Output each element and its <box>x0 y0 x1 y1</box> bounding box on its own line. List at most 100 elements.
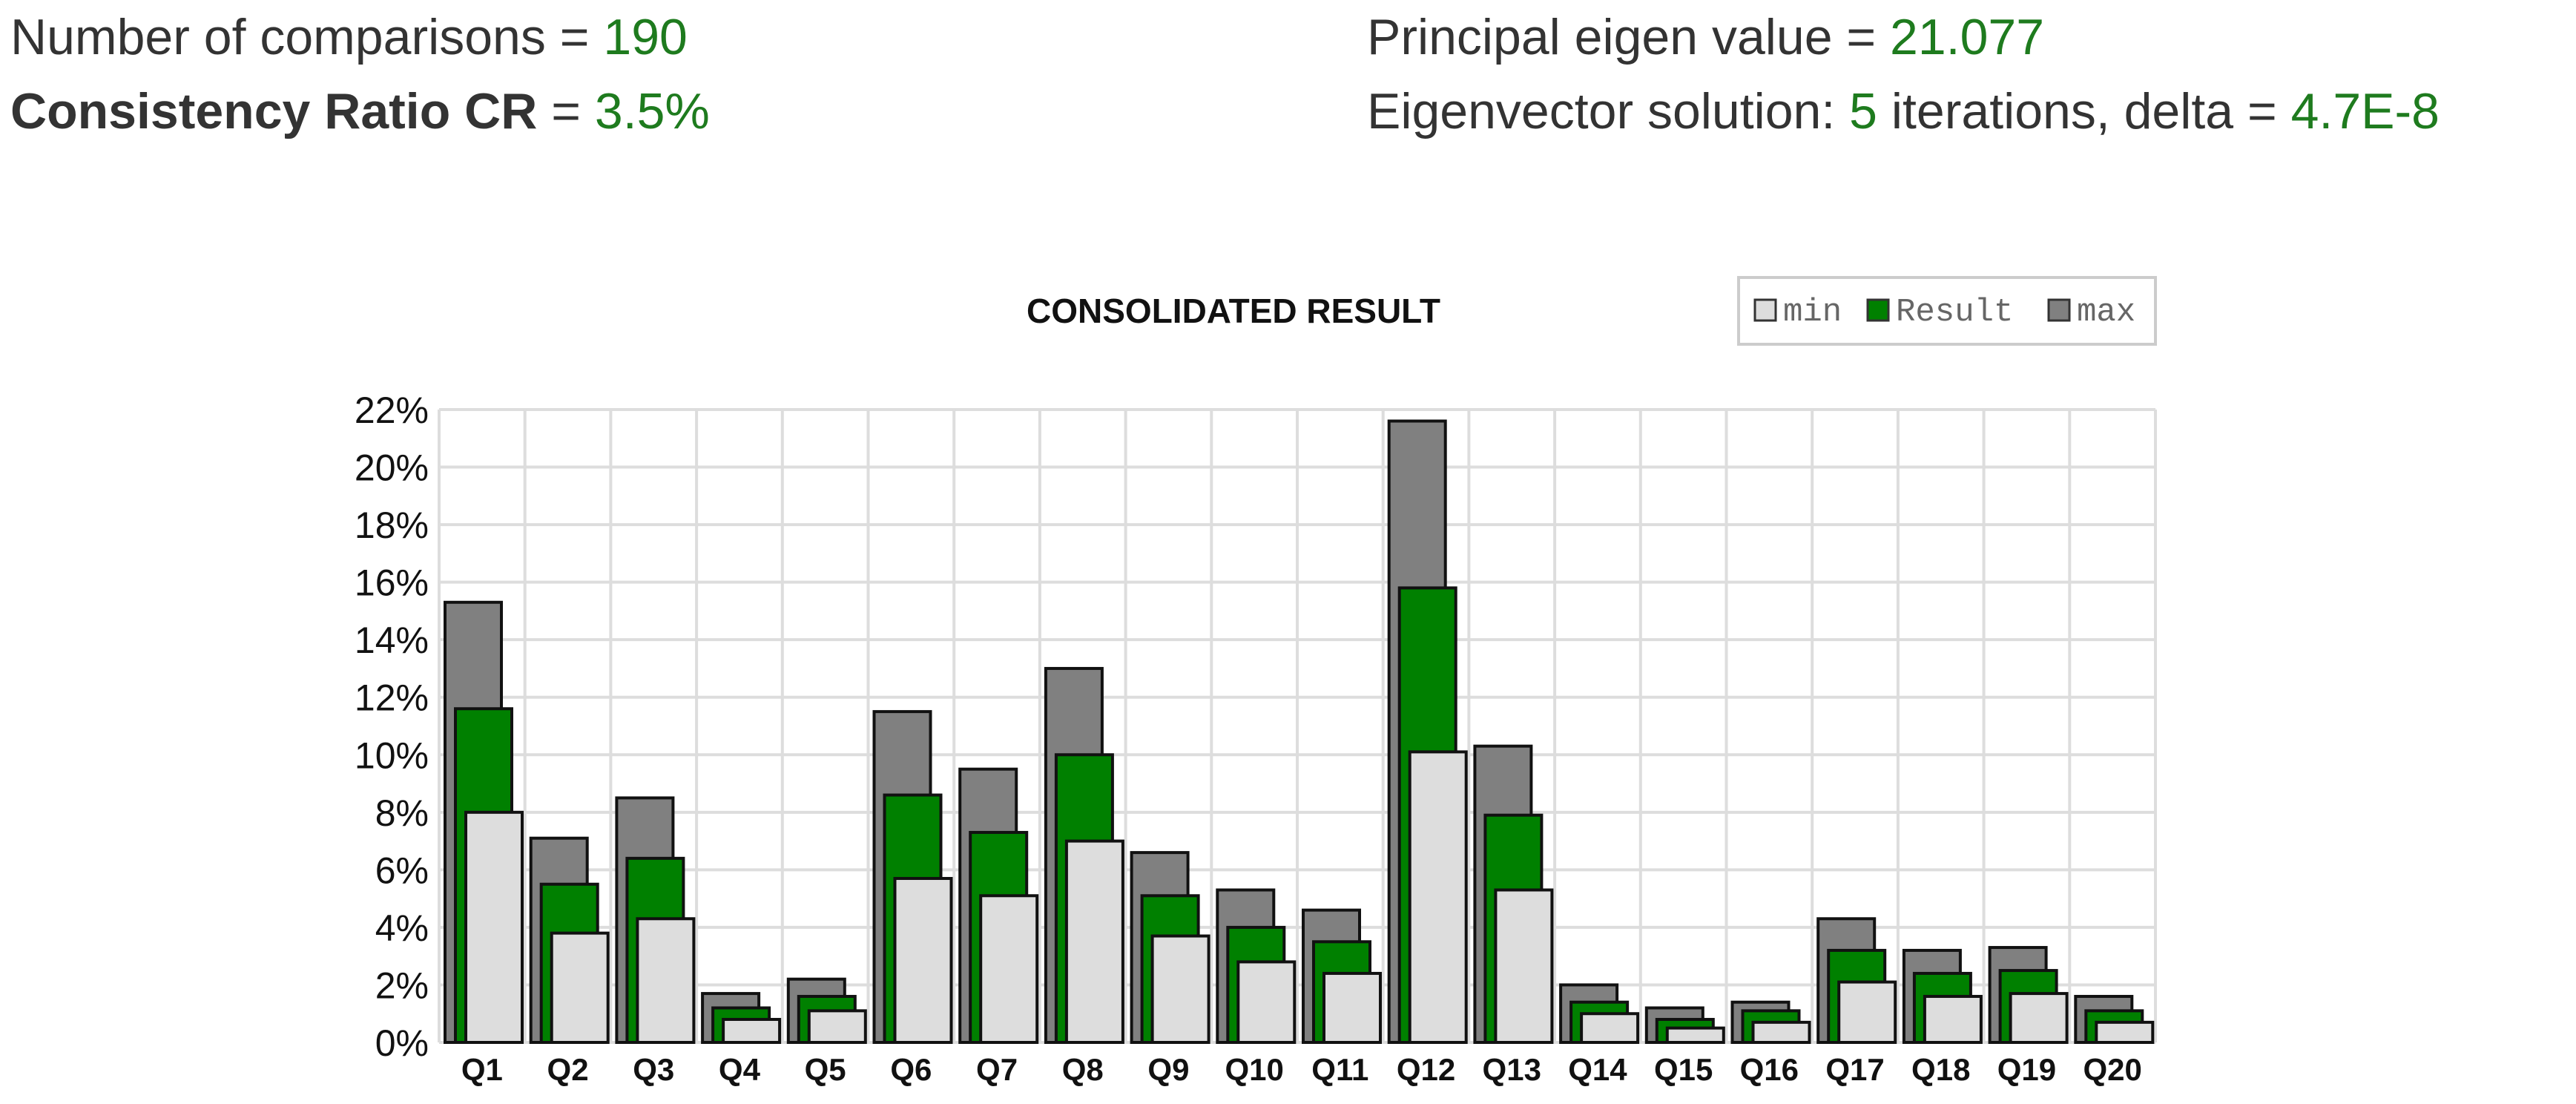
bar-group-q1 <box>444 600 524 1045</box>
bar-group-q15 <box>1644 1006 1725 1045</box>
bar-group-q8 <box>1044 666 1124 1045</box>
cr-label: Consistency Ratio CR <box>10 83 538 139</box>
bar-min <box>1064 839 1124 1045</box>
legend-swatch <box>1753 298 1777 322</box>
eigvec-line: Eigenvector solution: 5 iterations, delt… <box>1367 74 2440 148</box>
bar-min <box>1150 934 1210 1044</box>
bar-group-q16 <box>1730 1000 1811 1045</box>
chart-grid <box>438 408 2157 1044</box>
bar-group-q7 <box>958 767 1039 1045</box>
bar-min <box>807 1009 867 1044</box>
bar-min <box>550 931 610 1045</box>
x-tick-label: Q8 <box>1062 1052 1104 1087</box>
y-tick-label: 4% <box>375 907 429 949</box>
bar-min <box>1751 1020 1811 1045</box>
x-tick-label: Q19 <box>1997 1052 2056 1087</box>
x-tick-label: Q15 <box>1654 1052 1713 1087</box>
x-axis: Q1 Q2 Q3 Q4 Q5 Q6 Q7 Q8 Q9 Q10 Q11 Q12 Q13 Q14 Q15 Q16 Q… <box>461 1052 2142 1087</box>
comparisons-line: Number of comparisons = 190 <box>10 0 710 74</box>
bar-group-q19 <box>1988 946 2069 1045</box>
y-tick-label: 6% <box>375 850 429 891</box>
legend-label: Result <box>1896 294 2013 331</box>
x-tick-label: Q12 <box>1397 1052 1455 1087</box>
x-tick-label: Q4 <box>719 1052 761 1087</box>
y-tick-label: 22% <box>355 390 429 431</box>
y-tick-label: 18% <box>355 505 429 546</box>
eigen-value: 21.077 <box>1890 9 2045 65</box>
legend-swatch <box>2047 298 2071 322</box>
y-tick-label: 2% <box>375 965 429 1006</box>
y-tick-label: 12% <box>355 677 429 719</box>
x-tick-label: Q9 <box>1147 1052 1189 1087</box>
x-tick-label: Q17 <box>1825 1052 1884 1087</box>
x-tick-label: Q5 <box>805 1052 846 1087</box>
x-tick-label: Q14 <box>1568 1052 1627 1087</box>
bar-group-q3 <box>615 796 696 1044</box>
x-tick-label: Q3 <box>633 1052 674 1087</box>
bar-min <box>2009 992 2069 1044</box>
eigvec-label: Eigenvector solution: <box>1367 83 1836 139</box>
eigen-line: Principal eigen value = 21.077 <box>1367 0 2440 74</box>
bar-group-q4 <box>701 992 782 1045</box>
chart-legend: min Result max <box>1737 276 2157 346</box>
y-tick-label: 8% <box>375 792 429 834</box>
x-tick-label: Q6 <box>890 1052 932 1087</box>
cr-line: Consistency Ratio CR = 3.5% <box>10 74 710 148</box>
bar-min <box>636 917 696 1044</box>
x-tick-label: Q1 <box>461 1052 503 1087</box>
bar-group-q20 <box>2074 994 2155 1045</box>
eigen-label: Principal eigen value <box>1367 9 1833 65</box>
bar-group-q2 <box>529 836 610 1045</box>
x-tick-label: Q10 <box>1225 1052 1283 1087</box>
bar-min <box>2095 1020 2155 1045</box>
eigvec-delta: 4.7E-8 <box>2290 83 2440 139</box>
x-tick-label: Q13 <box>1483 1052 1541 1087</box>
y-tick-label: 20% <box>355 447 429 489</box>
bar-group-q17 <box>1816 917 1897 1044</box>
x-tick-label: Q11 <box>1311 1052 1368 1087</box>
bar-min <box>1236 960 1297 1045</box>
bar-min <box>1322 971 1382 1044</box>
bar-groups <box>444 419 2155 1045</box>
y-axis: 0% 2% 4% 6% 8% 10% 12% 14% 16% 18% 20% 22% <box>355 390 429 1064</box>
bar-min <box>1665 1026 1725 1045</box>
bar-min <box>1580 1012 1640 1045</box>
equals-sign: = <box>2247 83 2277 139</box>
bar-group-q18 <box>1902 948 1983 1044</box>
y-tick-label: 0% <box>375 1022 429 1064</box>
cr-value: 3.5% <box>594 83 710 139</box>
stats-left: Number of comparisons = 190 Consistency … <box>10 0 710 148</box>
bar-group-q9 <box>1130 851 1210 1044</box>
eigvec-iter-text: iterations, delta <box>1891 83 2234 139</box>
bar-min <box>1837 980 1897 1044</box>
bar-min <box>893 876 953 1045</box>
legend-swatch <box>1866 298 1890 322</box>
y-tick-label: 14% <box>355 620 429 661</box>
bar-group-q13 <box>1473 744 1554 1045</box>
x-tick-label: Q2 <box>547 1052 589 1087</box>
stats-right: Principal eigen value = 21.077 Eigenvect… <box>1367 0 2440 148</box>
bar-min <box>979 894 1039 1044</box>
legend-label: max <box>2077 294 2135 331</box>
bar-group-q10 <box>1216 888 1297 1045</box>
bar-group-q5 <box>786 977 867 1044</box>
x-tick-label: Q20 <box>2083 1052 2141 1087</box>
bar-group-q6 <box>872 710 953 1045</box>
bar-group-q14 <box>1559 983 1640 1045</box>
comparisons-value: 190 <box>603 9 688 65</box>
x-tick-label: Q18 <box>1911 1052 1970 1087</box>
x-tick-label: Q7 <box>976 1052 1018 1087</box>
x-tick-label: Q16 <box>1740 1052 1799 1087</box>
chart-title: CONSOLIDATED RESULT <box>1027 292 1440 330</box>
bar-min <box>1494 888 1554 1044</box>
bar-min <box>1923 994 1983 1044</box>
y-tick-label: 16% <box>355 562 429 604</box>
equals-sign: = <box>551 83 581 139</box>
bar-group-q11 <box>1302 908 1382 1045</box>
equals-sign: = <box>559 9 590 65</box>
comparisons-label: Number of comparisons <box>10 9 546 65</box>
bar-group-q12 <box>1387 419 1468 1044</box>
bar-min <box>722 1017 782 1044</box>
equals-sign: = <box>1846 9 1877 65</box>
